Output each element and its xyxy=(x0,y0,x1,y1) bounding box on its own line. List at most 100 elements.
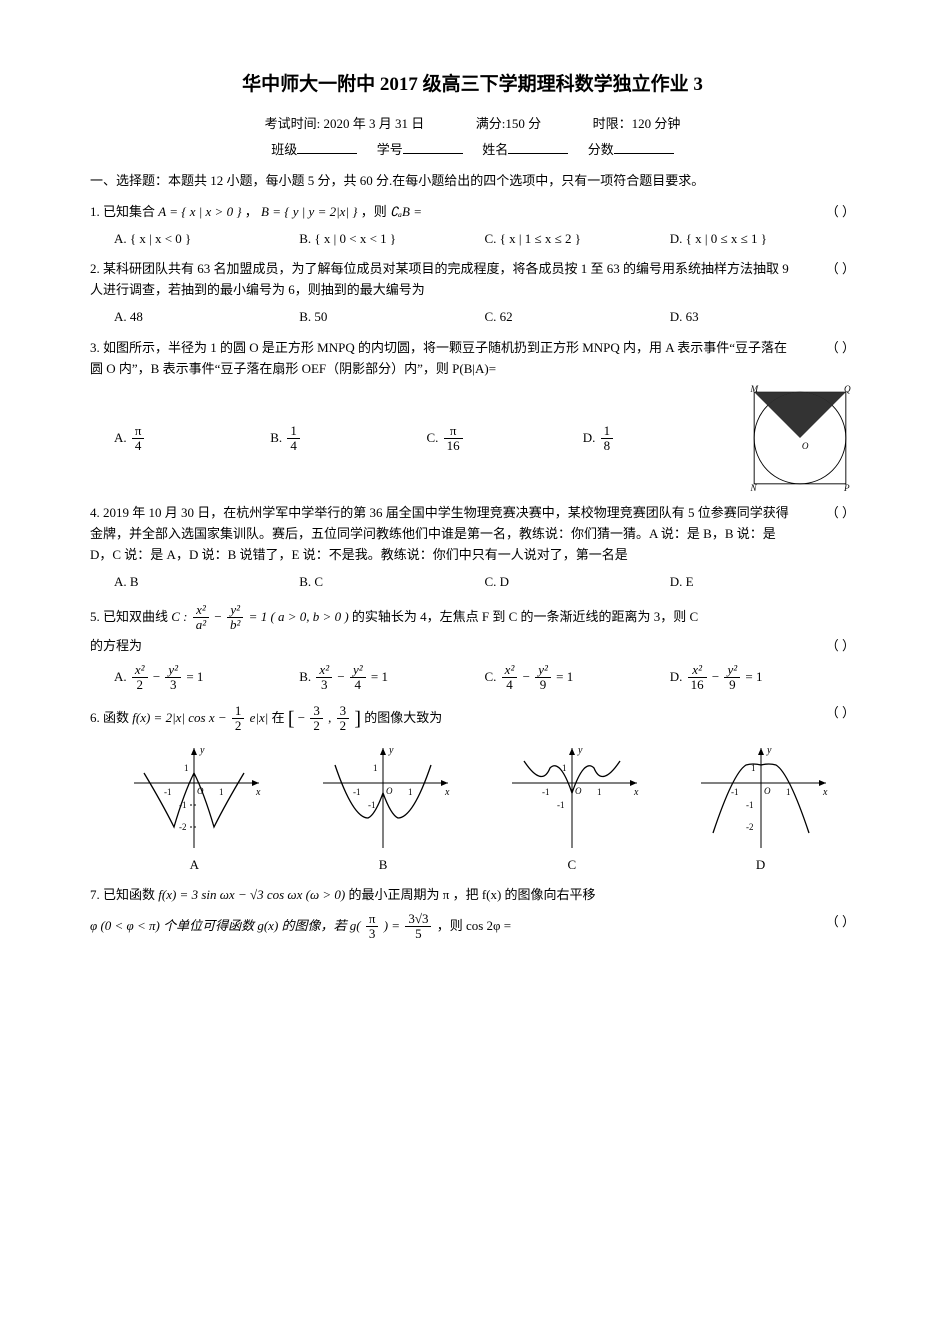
q2-opt-D[interactable]: D. 63 xyxy=(670,307,855,328)
q7-text-b: 的最小正周期为 π ，把 f(x) 的图像向右平移 xyxy=(349,887,596,902)
eq-one: = 1 xyxy=(186,669,203,684)
q7-fx: f(x) = 3 sin ωx − √3 cos ωx (ω > 0) xyxy=(158,887,345,902)
time-limit: 时限：120 分钟 xyxy=(593,116,681,131)
q1-opt-A[interactable]: A. { x | x < 0 } xyxy=(114,229,299,250)
question-7: 7. 已知函数 f(x) = 3 sin ωx − √3 cos ωx (ω >… xyxy=(90,885,855,906)
question-7-line2: φ (0 < φ < π) 个单位可得函数 g(x) 的图像，若 g( π3 )… xyxy=(90,912,855,942)
frac-num: 1 xyxy=(601,424,614,439)
frac-num: y² xyxy=(350,663,366,678)
frac-num: 3√3 xyxy=(405,912,431,927)
frac-den: 4 xyxy=(502,678,518,692)
svg-text:-1: -1 xyxy=(368,800,376,810)
q2-opt-B[interactable]: B. 50 xyxy=(299,307,484,328)
q4-opt-B[interactable]: B. C xyxy=(299,572,484,593)
q1-opt-C[interactable]: C. { x | 1 ≤ x ≤ 2 } xyxy=(485,229,670,250)
q1-comma1: ， xyxy=(245,204,258,219)
class-blank[interactable] xyxy=(297,139,357,154)
score-blank[interactable] xyxy=(614,139,674,154)
q7-num: 7. xyxy=(90,887,100,902)
q2-opt-C[interactable]: C. 62 xyxy=(485,307,670,328)
g-label: g( xyxy=(350,918,361,933)
q6-graph-D[interactable]: x y O 1 -1 -2 -1 1 D xyxy=(691,743,831,876)
frac-den: b² xyxy=(227,618,243,632)
svg-text:y: y xyxy=(388,745,394,756)
q3-opt-A[interactable]: A. π4 xyxy=(114,424,270,454)
eq-one: = 1 xyxy=(556,669,573,684)
svg-text:x: x xyxy=(255,787,261,798)
opt-prefix: B. xyxy=(299,669,311,684)
minus: − xyxy=(153,669,164,684)
q6-graph-A[interactable]: x y O 1 -1 -2 -1 1 A xyxy=(124,743,264,876)
bracket-close: ] xyxy=(354,708,361,730)
svg-text:y: y xyxy=(577,745,583,756)
q1-setA: A = { x | x > 0 } xyxy=(158,204,241,219)
q1-options: A. { x | x < 0 } B. { x | 0 < x < 1 } C.… xyxy=(114,229,855,250)
q3-opt-C[interactable]: C. π16 xyxy=(427,424,583,454)
frac-den: 2 xyxy=(310,719,323,733)
svg-text:O: O xyxy=(575,786,582,796)
svg-text:E: E xyxy=(764,409,770,418)
q6-graph-C[interactable]: x y O 1 -1 -1 1 C xyxy=(502,743,642,876)
frac-num: π xyxy=(132,424,145,439)
q3-opt-D[interactable]: D. 18 xyxy=(583,424,739,454)
q5-opt-D[interactable]: D. x²16 − y²9 = 1 xyxy=(670,663,855,693)
frac-den: 9 xyxy=(535,678,551,692)
q1-opt-D[interactable]: D. { x | 0 ≤ x ≤ 1 } xyxy=(670,229,855,250)
svg-text:1: 1 xyxy=(219,787,224,797)
svg-text:x: x xyxy=(633,787,639,798)
q5-eq-lead: C : xyxy=(171,608,187,623)
frac-den: 16 xyxy=(688,678,707,692)
q1-text-a: 已知集合 xyxy=(103,204,158,219)
q5-opt-B[interactable]: B. x²3 − y²4 = 1 xyxy=(299,663,484,693)
frac-den: 3 xyxy=(316,678,332,692)
q4-opt-C[interactable]: C. D xyxy=(485,572,670,593)
exam-time: 考试时间: 2020 年 3 月 31 日 xyxy=(265,116,425,131)
q4-opt-A[interactable]: A. B xyxy=(114,572,299,593)
neg: − xyxy=(298,710,309,725)
q3-text: 如图所示，半径为 1 的圆 O 是正方形 MNPQ 的内切圆，将一颗豆子随机扔到… xyxy=(90,340,787,376)
q2-options: A. 48 B. 50 C. 62 D. 63 xyxy=(114,307,855,328)
q1-setB: B = { y | y = 2|x| } xyxy=(261,204,357,219)
minus: − xyxy=(337,669,348,684)
q3-options: A. π4 B. 14 C. π16 D. 18 xyxy=(114,424,739,454)
svg-text:F: F xyxy=(827,409,834,418)
q2-opt-A[interactable]: A. 48 xyxy=(114,307,299,328)
question-5: 5. 已知双曲线 C : x²a² − y²b² = 1 ( a > 0, b … xyxy=(90,603,855,633)
frac-num: y² xyxy=(165,663,181,678)
frac-den: 4 xyxy=(350,678,366,692)
q5-text-a: 已知双曲线 xyxy=(103,608,171,623)
frac-num: y² xyxy=(227,603,243,618)
frac-num: 3 xyxy=(337,704,350,719)
opt-prefix: C. xyxy=(485,669,497,684)
graph-label: B xyxy=(313,855,453,876)
svg-text:-1: -1 xyxy=(164,787,172,797)
page-title: 华中师大一附中 2017 级高三下学期理科数学独立作业 3 xyxy=(90,70,855,100)
svg-text:P: P xyxy=(843,484,850,494)
q3-num: 3. xyxy=(90,340,100,355)
q6-graphs: x y O 1 -1 -2 -1 1 A x y O 1 -1 -1 1 B xyxy=(100,743,855,876)
studentid-blank[interactable] xyxy=(403,139,463,154)
svg-text:-1: -1 xyxy=(557,800,565,810)
q2-text: 某科研团队共有 63 名加盟成员，为了解每位成员对某项目的完成程度，将各成员按 … xyxy=(90,261,789,297)
name-blank[interactable] xyxy=(508,139,568,154)
q3-opt-B[interactable]: B. 14 xyxy=(270,424,426,454)
q5-opt-C[interactable]: C. x²4 − y²9 = 1 xyxy=(485,663,670,693)
q3-figure: M Q N P E F O xyxy=(745,383,855,493)
svg-text:1: 1 xyxy=(184,763,189,773)
class-label: 班级 xyxy=(271,142,297,157)
q6-graph-B[interactable]: x y O 1 -1 -1 1 B xyxy=(313,743,453,876)
eq-one: = 1 xyxy=(371,669,388,684)
svg-text:x: x xyxy=(444,787,450,798)
q6-num: 6. xyxy=(90,710,100,725)
q1-comma2: ，则 xyxy=(361,204,390,219)
opt-prefix: B. xyxy=(270,429,282,444)
q5-opt-A[interactable]: A. x²2 − y²3 = 1 xyxy=(114,663,299,693)
q4-opt-D[interactable]: D. E xyxy=(670,572,855,593)
frac-den: 9 xyxy=(724,678,740,692)
frac-num: x² xyxy=(316,663,332,678)
section-intro: 一、选择题：本题共 12 小题，每小题 5 分，共 60 分.在每小题给出的四个… xyxy=(90,171,855,192)
opt-prefix: A. xyxy=(114,669,127,684)
svg-text:M: M xyxy=(750,385,760,395)
q1-opt-B[interactable]: B. { x | 0 < x < 1 } xyxy=(299,229,484,250)
q6-in: 在 xyxy=(272,710,288,725)
